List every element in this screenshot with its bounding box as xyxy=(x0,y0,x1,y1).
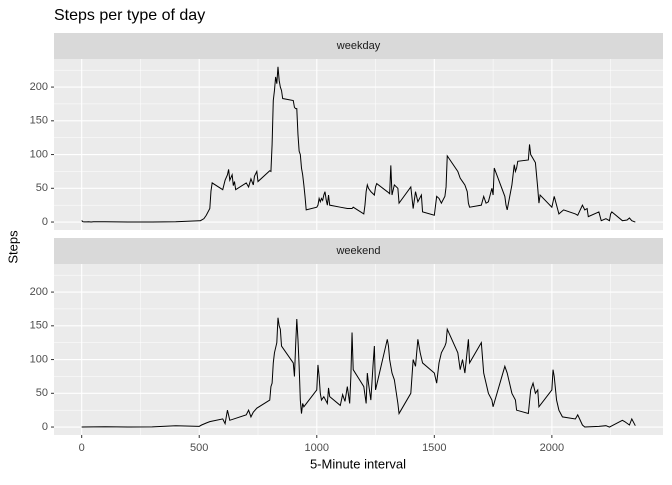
y-tick-label: 150 xyxy=(30,115,48,127)
x-tick-label: 2000 xyxy=(540,442,564,454)
data-line xyxy=(81,317,636,428)
y-tick-label: 100 xyxy=(30,148,48,160)
data-line xyxy=(81,66,636,223)
y-tick-label: 100 xyxy=(30,353,48,365)
y-tick-label: 150 xyxy=(30,320,48,332)
x-tick-label: 1000 xyxy=(305,442,329,454)
y-tick-label: 50 xyxy=(36,182,48,194)
facet-label: weekend xyxy=(335,245,380,257)
panel-background xyxy=(54,264,663,435)
y-tick-label: 0 xyxy=(42,216,48,228)
panel-background xyxy=(54,59,663,230)
facet-label: weekday xyxy=(336,40,381,52)
facet-strip xyxy=(54,33,663,59)
y-tick-label: 0 xyxy=(42,421,48,433)
chart-title: Steps per type of day xyxy=(54,7,205,24)
x-axis-label: 5-Minute interval xyxy=(310,456,406,471)
y-tick-label: 50 xyxy=(36,387,48,399)
facet-strip xyxy=(54,238,663,264)
x-tick-label: 0 xyxy=(79,442,85,454)
x-tick-label: 1500 xyxy=(422,442,446,454)
y-tick-label: 200 xyxy=(30,81,48,93)
y-tick-label: 200 xyxy=(30,286,48,298)
y-axis-label: Steps xyxy=(5,230,20,264)
x-tick-label: 500 xyxy=(190,442,208,454)
